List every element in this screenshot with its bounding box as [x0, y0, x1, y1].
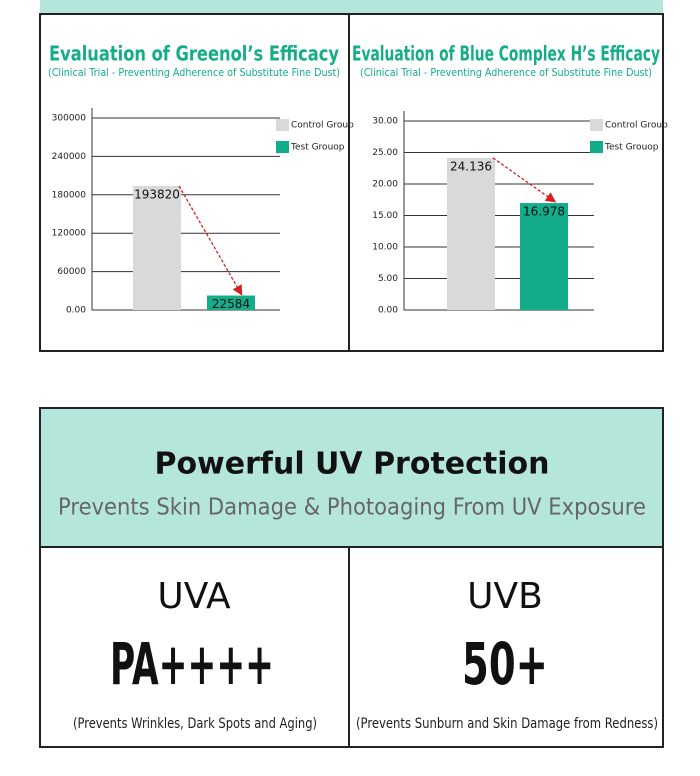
value-label: 193820 — [134, 187, 180, 201]
bar — [133, 185, 181, 310]
value-label: 22584 — [212, 297, 250, 311]
y-tick-label: 60000 — [57, 267, 86, 277]
bar — [520, 203, 568, 310]
uv-note: (Prevents Sunburn and Skin Damage from R… — [356, 716, 658, 732]
uv-label: UVA — [157, 576, 231, 617]
uv-title: Powerful UV Protection — [154, 447, 549, 482]
legend-swatch — [590, 119, 603, 131]
legend-swatch — [276, 141, 289, 153]
trend-arrow — [492, 157, 557, 203]
trend-arrow — [178, 185, 243, 296]
top-band — [40, 0, 663, 14]
legend-label: Control Group — [605, 121, 668, 131]
uv-box — [39, 407, 664, 748]
uv-section: Powerful UV Protection Prevents Skin Dam… — [39, 407, 664, 748]
y-tick-label: 0.00 — [66, 306, 86, 316]
y-tick-label: 120000 — [52, 229, 87, 239]
legend-swatch — [590, 141, 603, 153]
uv-header — [40, 408, 663, 547]
value-label: 16.978 — [523, 205, 565, 219]
value-label: 24.136 — [450, 159, 492, 173]
y-tick-label: 180000 — [52, 190, 87, 200]
y-tick-label: 10.00 — [372, 243, 398, 253]
uv-note: (Prevents Wrinkles, Dark Spots and Aging… — [73, 716, 317, 732]
y-tick-label: 15.00 — [372, 211, 398, 221]
y-tick-label: 30.00 — [372, 117, 398, 127]
chart-subtitle: (Clinical Trial - Preventing Adherence o… — [48, 66, 340, 79]
uv-label: UVB — [467, 576, 543, 617]
y-tick-label: 240000 — [52, 152, 87, 162]
uv-subtitle: Prevents Skin Damage & Photoaging From U… — [58, 495, 646, 521]
legend-swatch — [276, 119, 289, 131]
bar — [447, 157, 495, 310]
uv-rating: PA++++ — [110, 630, 274, 698]
chart-title: Evaluation of Blue Complex H’s Efficacy — [352, 42, 660, 66]
bar — [207, 295, 255, 310]
y-tick-label: 25.00 — [372, 148, 398, 158]
legend-label: Test Grouop — [604, 143, 659, 153]
y-tick-label: 20.00 — [372, 180, 398, 190]
legend-label: Test Grouop — [290, 143, 345, 153]
uv-rating: 50+ — [462, 630, 548, 698]
y-tick-label: 0.00 — [378, 306, 398, 316]
y-tick-label: 5.00 — [378, 274, 398, 284]
chart-title: Evaluation of Greenol’s Efficacy — [49, 42, 339, 66]
legend-label: Control Group — [291, 121, 354, 131]
chart-subtitle: (Clinical Trial - Preventing Adherence o… — [360, 66, 652, 79]
y-tick-label: 300000 — [52, 114, 87, 124]
